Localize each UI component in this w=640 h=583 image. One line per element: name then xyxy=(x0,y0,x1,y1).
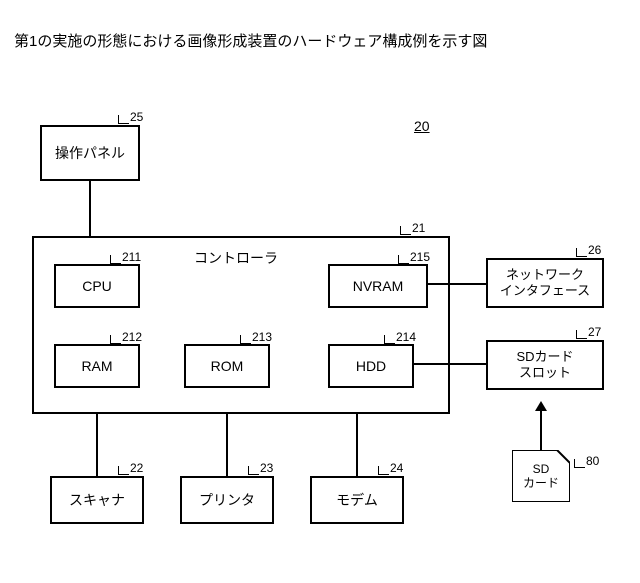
ref-hdd: 214 xyxy=(384,330,416,344)
edge-sdcard-sdslot-line xyxy=(540,410,542,450)
ref-sdcard: 80 xyxy=(574,454,599,468)
ref-ram-num: 212 xyxy=(122,330,142,344)
node-printer: プリンタ xyxy=(180,476,274,524)
node-cpu-label: CPU xyxy=(82,278,112,294)
ref-panel: 25 xyxy=(118,110,143,124)
node-panel: 操作パネル xyxy=(40,125,140,181)
ref-printer-num: 23 xyxy=(260,461,273,475)
ref-modem-num: 24 xyxy=(390,461,403,475)
node-modem: モデム xyxy=(310,476,404,524)
node-netif: ネットワーク インタフェース xyxy=(486,258,604,308)
edge-controller-scanner xyxy=(96,414,98,476)
ref-printer: 23 xyxy=(248,461,273,475)
node-ram: RAM xyxy=(54,344,140,388)
ref-netif-num: 26 xyxy=(588,243,601,257)
ref-sdslot-num: 27 xyxy=(588,325,601,339)
node-printer-label: プリンタ xyxy=(199,490,255,510)
ref-cpu: 211 xyxy=(110,250,141,264)
edge-sdcard-sdslot-arrow xyxy=(535,401,547,411)
node-controller-label: コントローラ xyxy=(194,248,278,268)
overall-ref-number: 20 xyxy=(414,118,430,134)
node-hdd: HDD xyxy=(328,344,414,388)
node-panel-label: 操作パネル xyxy=(55,143,125,163)
ref-rom: 213 xyxy=(240,330,272,344)
edge-controller-modem xyxy=(356,414,358,476)
node-nvram: NVRAM xyxy=(328,264,428,308)
diagram-title: 第1の実施の形態における画像形成装置のハードウェア構成例を示す図 xyxy=(14,30,487,51)
ref-netif: 26 xyxy=(576,243,601,257)
node-sdcard-label: SD カード xyxy=(512,450,570,502)
node-nvram-label: NVRAM xyxy=(353,278,404,294)
diagram-canvas: 第1の実施の形態における画像形成装置のハードウェア構成例を示す図 20 25 操… xyxy=(0,0,640,583)
node-scanner: スキャナ xyxy=(50,476,144,524)
ref-nvram: 215 xyxy=(398,250,430,264)
ref-nvram-num: 215 xyxy=(410,250,430,264)
ref-sdcard-num: 80 xyxy=(586,454,599,468)
ref-hdd-num: 214 xyxy=(396,330,416,344)
node-sdslot-label: SDカード スロット xyxy=(516,349,573,380)
ref-modem: 24 xyxy=(378,461,403,475)
node-sdcard-label-text: SD カード xyxy=(523,462,559,491)
node-rom-label: ROM xyxy=(211,358,244,374)
ref-sdslot: 27 xyxy=(576,325,601,339)
node-sdslot: SDカード スロット xyxy=(486,340,604,390)
ref-cpu-num: 211 xyxy=(122,250,141,264)
edge-controller-printer xyxy=(226,414,228,476)
ref-ram: 212 xyxy=(110,330,142,344)
edge-nvram-netif xyxy=(428,283,486,285)
ref-scanner: 22 xyxy=(118,461,143,475)
ref-panel-num: 25 xyxy=(130,110,143,124)
ref-controller: 21 xyxy=(400,221,425,235)
ref-scanner-num: 22 xyxy=(130,461,143,475)
node-cpu: CPU xyxy=(54,264,140,308)
node-ram-label: RAM xyxy=(81,358,112,374)
node-rom: ROM xyxy=(184,344,270,388)
node-modem-label: モデム xyxy=(336,490,378,510)
node-scanner-label: スキャナ xyxy=(69,490,125,510)
edge-panel-controller xyxy=(89,181,91,236)
edge-hdd-sdslot xyxy=(414,363,486,365)
node-hdd-label: HDD xyxy=(356,358,386,374)
ref-controller-num: 21 xyxy=(412,221,425,235)
node-netif-label: ネットワーク インタフェース xyxy=(500,267,590,298)
ref-rom-num: 213 xyxy=(252,330,272,344)
